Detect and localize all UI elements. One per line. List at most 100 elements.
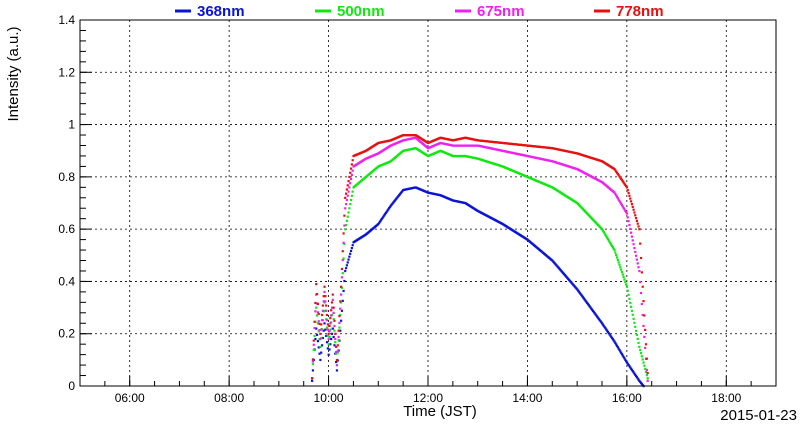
x-tick-label: 10:00 [314,391,344,405]
data-point [640,302,643,306]
data-point [311,360,315,363]
data-point [603,325,606,329]
data-point [618,348,621,352]
data-point [637,378,640,381]
data-point [332,318,335,321]
data-point [344,207,347,210]
data-point [325,319,329,322]
legend-label-368nm: 368nm [197,3,245,20]
data-point [643,364,646,367]
data-point [589,306,592,309]
data-point [615,195,619,198]
data-point [331,293,334,296]
data-point [639,291,643,295]
data-point [639,256,643,260]
data-point [326,328,329,331]
data-point [618,199,621,203]
data-point [324,300,327,303]
data-point [327,353,330,356]
data-point [337,338,340,342]
data-point [622,355,625,359]
data-point [347,258,350,261]
data-point [636,337,639,340]
data-point [628,223,631,227]
data-point [319,332,322,335]
data-point [634,254,638,257]
data-point [635,219,638,222]
data-point [576,288,579,291]
data-point [630,368,634,371]
data-point [313,334,316,338]
data-point [337,329,340,332]
data-point [624,280,627,283]
data-point [629,197,632,200]
data-point [577,290,580,293]
data-point [311,358,315,361]
data-point [583,298,586,301]
data-point [586,301,589,305]
data-point [330,309,333,312]
data-point [643,314,646,317]
data-point [327,332,330,335]
data-point [634,373,637,376]
data-point [621,273,624,276]
data-point [646,379,649,382]
data-point [617,174,620,177]
data-point [638,345,641,348]
data-point [335,351,338,354]
data-point [616,172,619,176]
data-point [343,279,346,283]
data-point [346,215,349,218]
data-point [335,358,339,362]
data-point [617,347,620,350]
y-tick-label: 0.4 [58,274,75,288]
x-tick-label: 14:00 [512,391,542,405]
data-point [329,328,332,331]
data-point [321,336,324,340]
data-point [619,201,622,204]
data-point [351,190,354,193]
data-point [584,299,587,302]
data-point [619,266,622,269]
data-point [641,358,644,361]
data-point [602,230,605,234]
data-point [627,293,630,296]
data-point [604,327,607,330]
data-point [326,323,329,326]
data-point [318,322,321,325]
data-point [323,285,326,288]
data-point [341,250,344,253]
data-point [335,364,339,367]
data-point [636,377,639,380]
data-point [344,196,347,199]
data-point [349,171,352,174]
data-point [326,347,329,350]
data-point [312,343,315,346]
data-point [634,329,638,332]
data-point [629,301,632,304]
data-point [639,280,642,284]
data-point [322,329,325,332]
data-point [314,310,317,313]
data-point [379,219,382,222]
data-point [605,236,609,239]
data-point [328,335,331,339]
data-point [316,302,319,306]
data-point [333,344,336,347]
data-point [633,321,636,324]
data-point [382,215,385,218]
data-point [630,203,634,206]
data-point [317,312,320,316]
data-point [581,296,585,299]
data-point [351,169,354,172]
data-point [311,377,314,380]
data-point [592,310,595,314]
data-point [613,168,616,171]
data-point [620,202,623,205]
data-point [332,306,335,309]
data-point [380,218,383,221]
data-point [346,261,349,264]
data-point [313,326,316,330]
data-point [388,207,391,210]
data-point [311,363,315,366]
